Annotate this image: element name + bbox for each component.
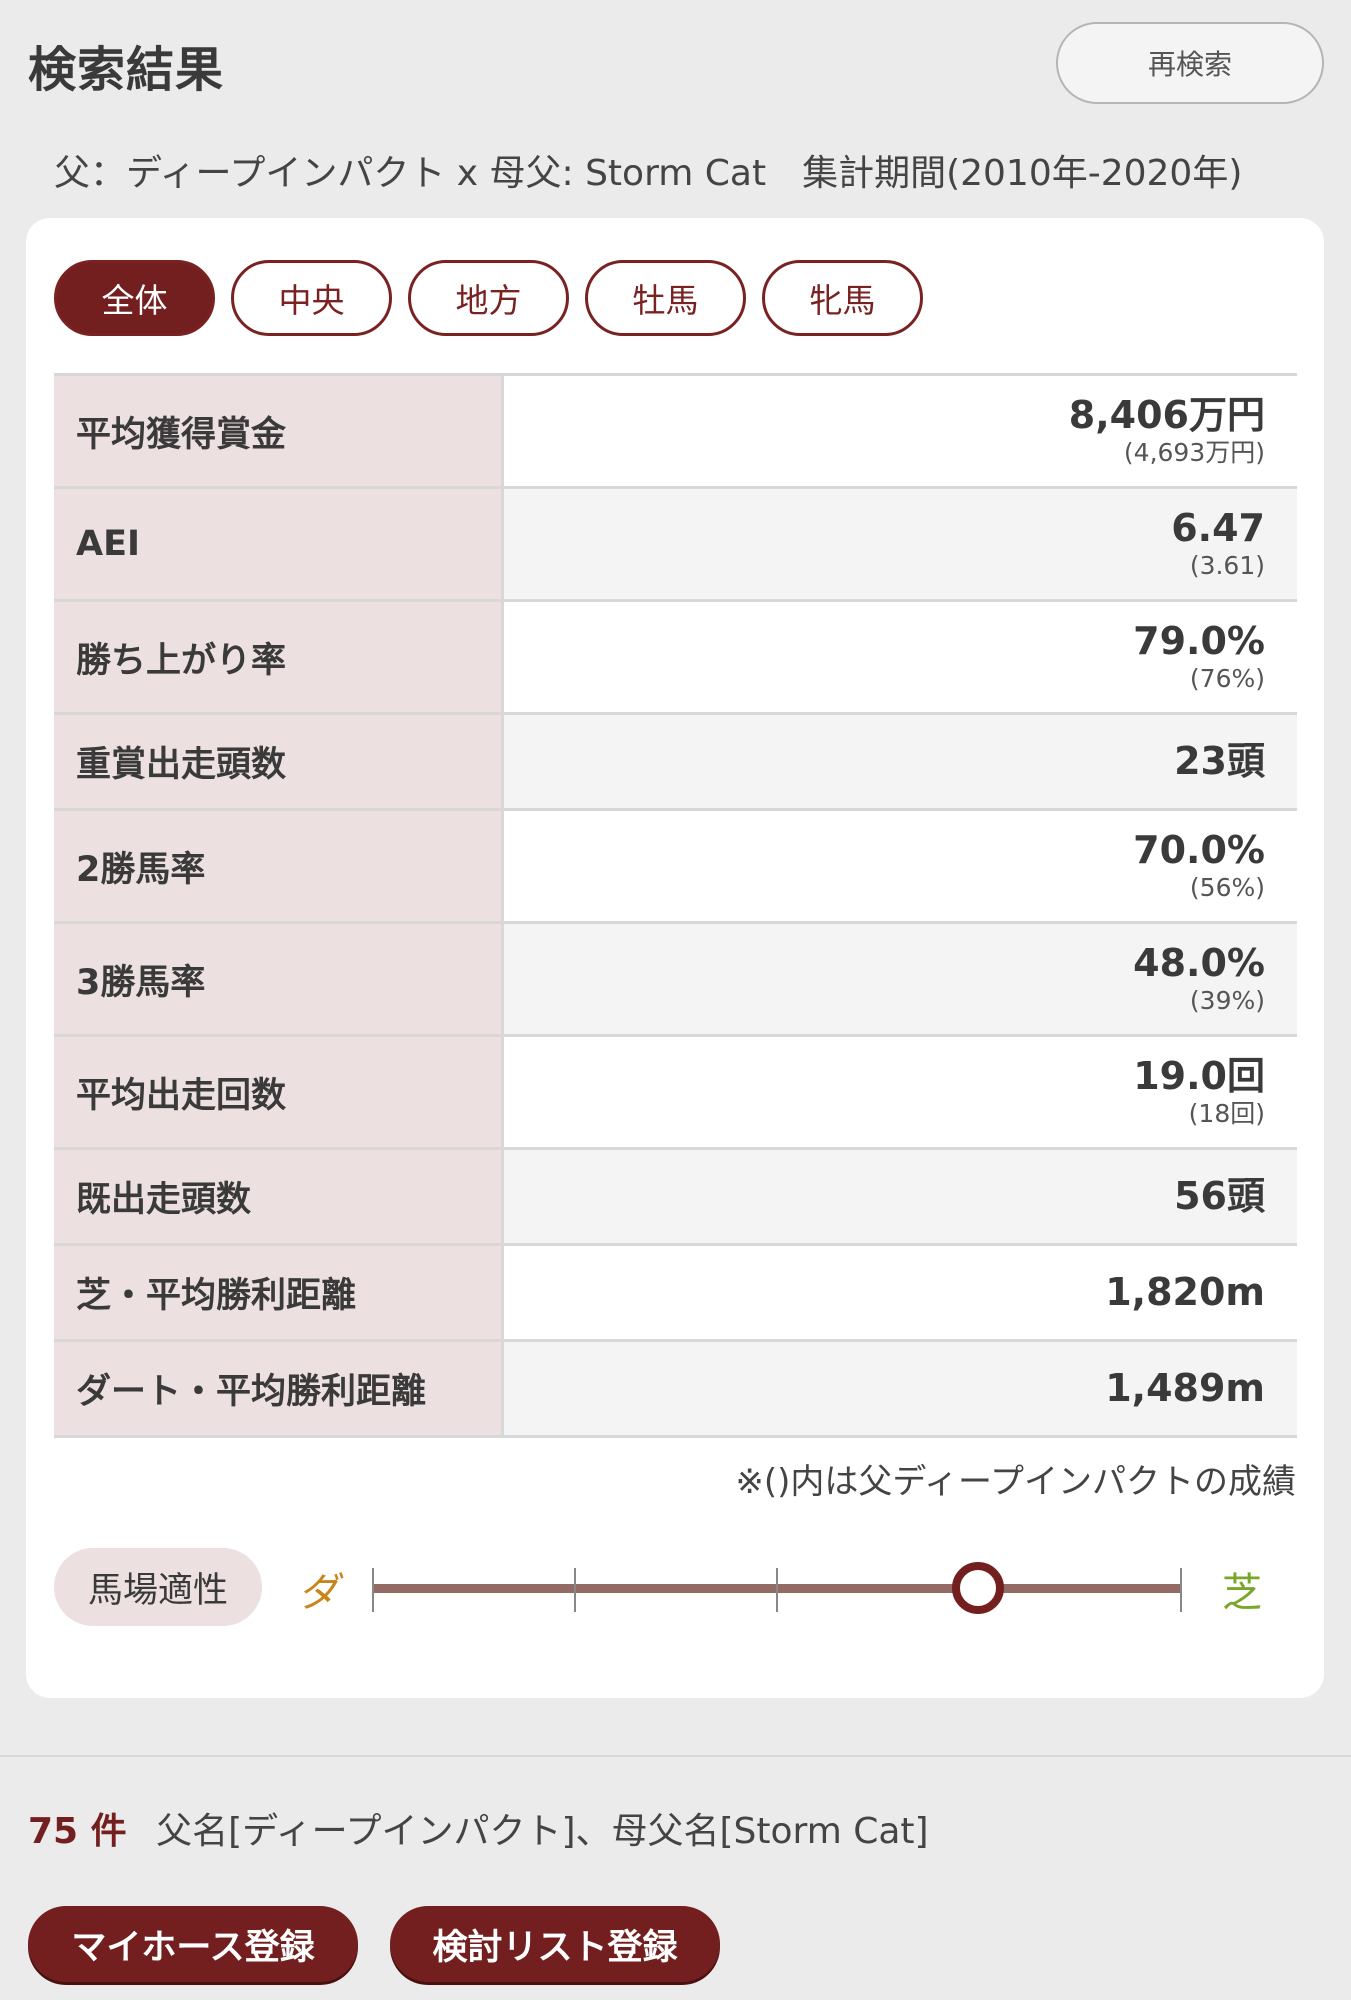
stat-value: 70.0% [1133, 828, 1265, 873]
track-fit-badge: 馬場適性 [54, 1548, 262, 1626]
my-horse-register-button[interactable]: マイホース登録 [28, 1906, 358, 1982]
track-fit-slider [372, 1562, 1182, 1614]
stat-label: AEI [54, 489, 504, 599]
stat-row-win-rate: 勝ち上がり率 79.0% (76%) [54, 602, 1297, 715]
stat-label: 芝・平均勝利距離 [54, 1246, 504, 1339]
stat-row-graded-starters: 重賞出走頭数 23頭 [54, 715, 1297, 811]
stat-row-avg-starts: 平均出走回数 19.0回 (18回) [54, 1037, 1297, 1150]
result-count: 75 件 [28, 1811, 127, 1852]
stat-row-avg-prize: 平均獲得賞金 8,406万円 (4,693万円) [54, 376, 1297, 489]
header: 検索結果 再検索 [0, 0, 1351, 120]
results-card: 全体 中央 地方 牡馬 牝馬 平均獲得賞金 8,406万円 (4,693万円) … [26, 218, 1324, 1698]
stat-value: 79.0% [1133, 619, 1265, 664]
footnote: ※()内は父ディープインパクトの成績 [735, 1462, 1296, 1502]
dirt-label: ダ [298, 1570, 338, 1616]
stat-label: ダート・平均勝利距離 [54, 1342, 504, 1435]
review-list-register-button[interactable]: 検討リスト登録 [390, 1906, 720, 1982]
stat-value: 8,406万円 [1068, 393, 1265, 438]
stat-label: 既出走頭数 [54, 1150, 504, 1243]
stat-label: 3勝馬率 [54, 924, 504, 1034]
slider-tick [776, 1568, 778, 1612]
stat-value: 19.0回 [1133, 1054, 1265, 1099]
stat-label: 平均出走回数 [54, 1037, 504, 1147]
stat-sub-value: (39%) [1189, 985, 1265, 1015]
tab-female[interactable]: 牝馬 [762, 260, 923, 336]
divider [0, 1755, 1351, 1757]
stat-value: 23頭 [1174, 738, 1265, 783]
stat-row-3win-rate: 3勝馬率 48.0% (39%) [54, 924, 1297, 1037]
stat-sub-value: (56%) [1189, 872, 1265, 902]
slider-tick [372, 1568, 374, 1612]
stat-label: 2勝馬率 [54, 811, 504, 921]
stat-value: 56頭 [1174, 1173, 1265, 1218]
tab-central[interactable]: 中央 [231, 260, 392, 336]
slider-tick [1180, 1568, 1182, 1612]
slider-knob [952, 1562, 1004, 1614]
stat-row-starters: 既出走頭数 56頭 [54, 1150, 1297, 1246]
stat-label: 重賞出走頭数 [54, 715, 504, 808]
stat-value: 1,820m [1105, 1269, 1265, 1314]
stat-value: 48.0% [1133, 941, 1265, 986]
stat-sub-value: (76%) [1189, 663, 1265, 693]
turf-label: 芝 [1222, 1570, 1262, 1616]
result-description: 父名[ディープインパクト]、母父名[Storm Cat] [156, 1811, 929, 1852]
stat-row-2win-rate: 2勝馬率 70.0% (56%) [54, 811, 1297, 924]
tab-male[interactable]: 牡馬 [585, 260, 746, 336]
stats-table: 平均獲得賞金 8,406万円 (4,693万円) AEI 6.47 (3.61)… [54, 373, 1297, 1438]
result-summary: 75 件 父名[ディープインパクト]、母父名[Storm Cat] [28, 1802, 929, 1854]
stat-sub-value: (4,693万円) [1123, 437, 1265, 467]
tab-local[interactable]: 地方 [408, 260, 569, 336]
stat-sub-value: (3.61) [1189, 550, 1265, 580]
filter-tabs: 全体 中央 地方 牡馬 牝馬 [54, 260, 939, 336]
page-title: 検索結果 [28, 42, 225, 98]
stat-label: 勝ち上がり率 [54, 602, 504, 712]
stat-label: 平均獲得賞金 [54, 376, 504, 486]
research-button[interactable]: 再検索 [1056, 22, 1324, 104]
stat-value: 6.47 [1171, 506, 1265, 551]
stat-row-aei: AEI 6.47 (3.61) [54, 489, 1297, 602]
search-criteria: 父：ディープインパクト x 母父: Storm Cat 集計期間(2010年-2… [54, 153, 1243, 194]
stat-sub-value: (18回) [1188, 1098, 1265, 1128]
stat-row-dirt-distance: ダート・平均勝利距離 1,489m [54, 1342, 1297, 1438]
stat-value: 1,489m [1105, 1365, 1265, 1410]
stat-row-turf-distance: 芝・平均勝利距離 1,820m [54, 1246, 1297, 1342]
slider-tick [574, 1568, 576, 1612]
tab-all[interactable]: 全体 [54, 260, 215, 336]
